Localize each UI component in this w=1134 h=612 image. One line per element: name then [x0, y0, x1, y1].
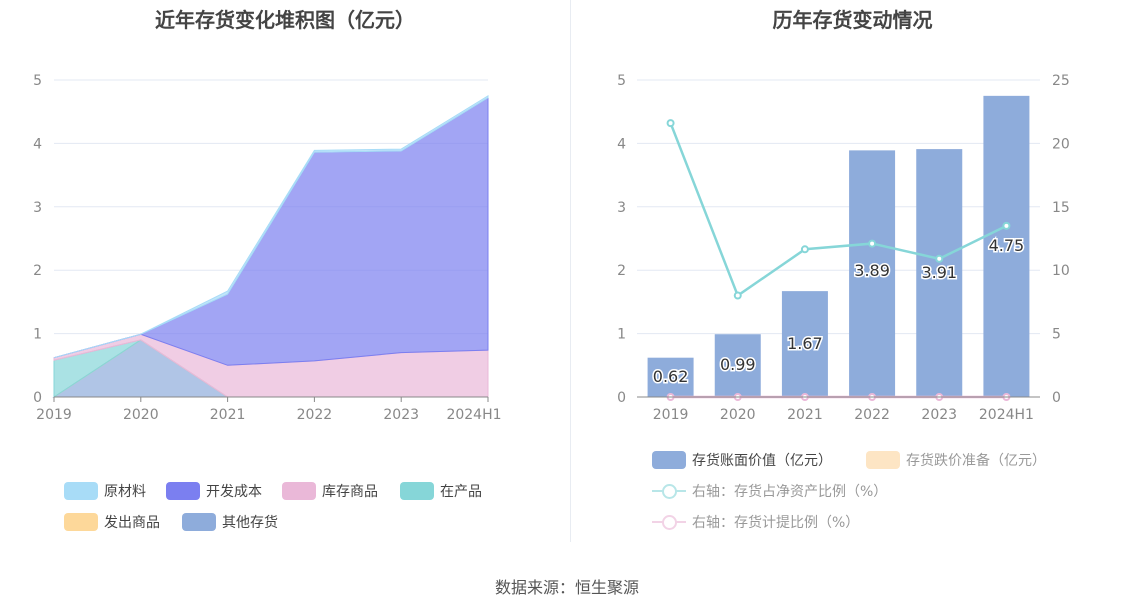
x-tick-label: 2019: [653, 407, 689, 423]
x-tick-label: 2024H1: [446, 407, 501, 423]
legend-label: 在产品: [440, 484, 482, 500]
legend-label: 右轴：存货计提比例（%）: [692, 515, 860, 531]
y-tick-label: 0: [33, 390, 42, 406]
line-point: [666, 119, 675, 128]
y-right-tick-label: 0: [1052, 390, 1061, 406]
legend-item-provision-ratio[interactable]: 右轴：存货计提比例（%）: [652, 512, 859, 532]
y-left-tick-label: 2: [617, 263, 626, 279]
x-tick-label: 2019: [36, 407, 72, 423]
bar: [714, 334, 761, 397]
right-chart-title: 历年存货变动情况: [772, 8, 933, 32]
y-tick-label: 5: [33, 73, 42, 89]
bar: [983, 95, 1030, 397]
y-left-tick-label: 0: [617, 390, 626, 406]
line-series: [669, 122, 1007, 298]
bar: [849, 150, 896, 397]
legend-label: 其他存货: [222, 515, 278, 531]
legend-item-goods-in-stock[interactable]: 库存商品: [282, 481, 378, 501]
legend-swatch: [866, 451, 900, 469]
data-source: 数据来源：恒生聚源: [494, 578, 639, 597]
area-原材料: [53, 94, 489, 359]
legend-swatch: [64, 513, 98, 531]
bar-value-label: 0.62: [653, 367, 689, 386]
line-point: [800, 245, 809, 254]
line-point: [935, 254, 944, 263]
legend-swatch: [282, 482, 316, 500]
x-tick-label: 2024H1: [979, 407, 1034, 423]
legend-label: 发出商品: [104, 515, 160, 531]
y-right-tick-label: 5: [1052, 327, 1061, 343]
bar: [781, 291, 828, 397]
x-tick-label: 2023: [383, 407, 419, 423]
line-point: [733, 291, 742, 300]
x-tick-label: 2022: [297, 407, 333, 423]
bar-value-label: 1.67: [787, 334, 823, 353]
y-left-tick-label: 5: [617, 73, 626, 89]
legend-item-impairment[interactable]: 存货跌价准备（亿元）: [866, 450, 1046, 470]
legend-item-book-value[interactable]: 存货账面价值（亿元）: [652, 450, 832, 470]
y-left-tick-label: 4: [617, 136, 626, 152]
y-tick-label: 2: [33, 263, 42, 279]
y-right-tick-label: 20: [1052, 136, 1070, 152]
legend-line-icon: [652, 482, 686, 500]
bar: [647, 357, 694, 397]
y-tick-label: 3: [33, 200, 42, 216]
legend-item-net-asset-ratio[interactable]: 右轴：存货占净资产比例（%）: [652, 481, 887, 501]
legend-label: 开发成本: [206, 484, 262, 500]
legend-swatch: [182, 513, 216, 531]
y-right-tick-label: 25: [1052, 73, 1070, 89]
legend-swatch: [652, 451, 686, 469]
divider: [570, 0, 571, 542]
x-tick-label: 2020: [123, 407, 159, 423]
legend-label: 库存商品: [322, 484, 378, 500]
legend-item-development-cost[interactable]: 开发成本: [166, 481, 262, 501]
y-tick-label: 4: [33, 136, 42, 152]
bar-value-label: 3.89: [854, 261, 890, 280]
legend-item-other-inventory[interactable]: 其他存货: [182, 512, 278, 532]
legend-label: 存货账面价值（亿元）: [692, 453, 832, 469]
bar-value-label: 4.75: [989, 236, 1025, 255]
x-tick-label: 2022: [854, 407, 890, 423]
bar-value-label: 3.91: [921, 263, 957, 282]
legend-item-raw-materials[interactable]: 原材料: [64, 481, 146, 501]
y-tick-label: 1: [33, 327, 42, 343]
x-tick-label: 2021: [210, 407, 246, 423]
x-tick-label: 2023: [921, 407, 957, 423]
legend-label: 存货跌价准备（亿元）: [906, 453, 1046, 469]
y-left-tick-label: 1: [617, 327, 626, 343]
x-tick-label: 2020: [720, 407, 756, 423]
y-right-tick-label: 10: [1052, 263, 1070, 279]
legend-swatch: [64, 482, 98, 500]
line-point: [1002, 221, 1011, 230]
line-point: [868, 239, 877, 248]
legend-label: 原材料: [104, 484, 146, 500]
x-tick-label: 2021: [787, 407, 823, 423]
left-chart-title: 近年存货变化堆积图（亿元）: [155, 8, 415, 32]
legend-item-wip[interactable]: 在产品: [400, 481, 482, 501]
bar-value-label: 0.99: [720, 355, 756, 374]
legend-item-goods-shipped[interactable]: 发出商品: [64, 512, 160, 532]
y-right-tick-label: 15: [1052, 200, 1070, 216]
bar: [916, 149, 963, 397]
legend-swatch: [166, 482, 200, 500]
legend-swatch: [400, 482, 434, 500]
y-left-tick-label: 3: [617, 200, 626, 216]
legend-label: 右轴：存货占净资产比例（%）: [692, 484, 888, 500]
legend-line-icon: [652, 513, 686, 531]
